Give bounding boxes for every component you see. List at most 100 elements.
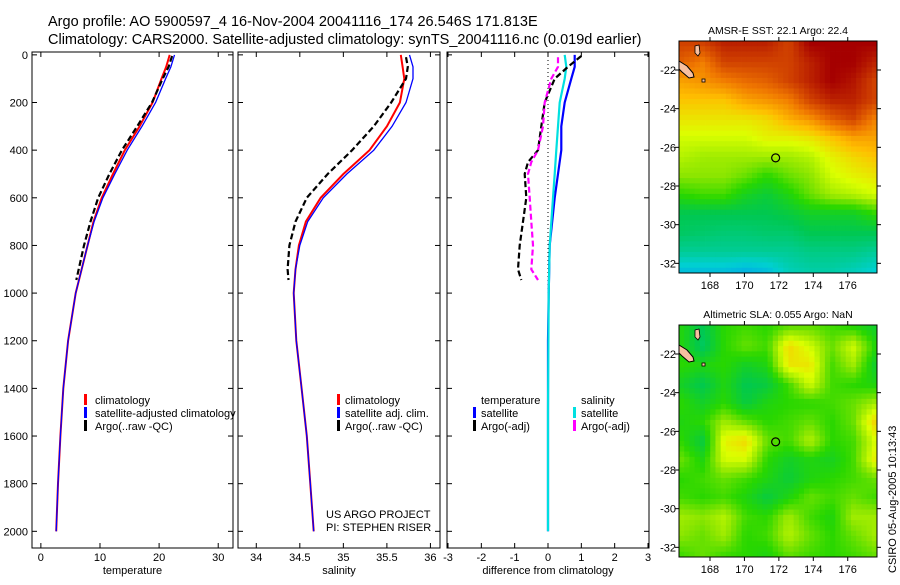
map-cell: [746, 398, 753, 405]
map-cell: [679, 509, 685, 516]
map-cell: [809, 372, 815, 379]
map-cell: [746, 99, 753, 105]
map-cell: [694, 151, 701, 158]
map-cell: [835, 72, 841, 79]
map-cell: [850, 104, 857, 110]
map-cell: [689, 246, 696, 253]
map-cell: [798, 504, 805, 510]
map-cell: [830, 199, 836, 205]
map-cell: [871, 230, 878, 237]
map-cell: [684, 193, 690, 200]
map-cell: [731, 488, 737, 495]
map-cell: [778, 114, 784, 121]
map-cell: [746, 330, 753, 336]
map-cell: [746, 72, 753, 79]
map-cell: [840, 204, 847, 211]
map-cell: [804, 215, 810, 221]
map-cell: [689, 56, 696, 63]
map-cell: [866, 199, 873, 205]
map-cell: [840, 67, 847, 74]
map-cell: [830, 414, 836, 421]
map-cell: [871, 172, 878, 179]
map-cell: [684, 99, 690, 105]
map-cell: [840, 151, 847, 158]
map-cell: [830, 535, 836, 542]
map-cell: [845, 193, 852, 200]
map-cell: [788, 467, 795, 474]
map-cell: [762, 456, 768, 463]
map-cell: [705, 477, 711, 484]
map-cell: [798, 109, 805, 116]
map-cell: [824, 477, 831, 484]
map-cell: [725, 151, 732, 158]
map-cell: [757, 372, 763, 379]
map-cell: [788, 504, 795, 510]
map-cell: [725, 120, 732, 126]
map-cell: [850, 483, 857, 489]
map-cell: [866, 157, 873, 163]
map-cell: [783, 541, 789, 547]
map-cell: [866, 393, 873, 400]
map-cell: [736, 530, 742, 537]
map-cell: [798, 520, 805, 526]
map-cell: [746, 372, 753, 379]
map-cell: [845, 377, 852, 384]
map-cell: [689, 46, 696, 52]
map-cell: [788, 435, 795, 442]
map-cell: [840, 199, 847, 205]
map-cell: [866, 215, 873, 221]
map-cell: [778, 104, 784, 110]
map-cell: [814, 361, 821, 368]
map-cell: [804, 83, 810, 89]
map-cell: [793, 367, 800, 373]
map-cell: [783, 340, 789, 347]
map-cell: [866, 104, 873, 110]
map-cell: [684, 188, 690, 195]
map-cell: [835, 435, 841, 442]
y-tick-label: 200: [10, 98, 28, 110]
map-cell: [684, 157, 690, 163]
map-cell: [850, 472, 857, 479]
map-cell: [824, 346, 831, 352]
map-cell: [830, 483, 836, 489]
map-cell: [809, 404, 815, 410]
map-cell: [850, 146, 857, 153]
map-cell: [731, 551, 737, 558]
map-cell: [850, 351, 857, 358]
map-cell: [757, 414, 763, 421]
map-cell: [840, 541, 847, 547]
map-cell: [830, 146, 836, 153]
map-cell: [783, 530, 789, 537]
map-cell: [699, 325, 706, 331]
map-cell: [705, 125, 711, 132]
map-cell: [788, 525, 795, 532]
map-cell: [689, 546, 696, 553]
map-cell: [762, 167, 768, 174]
map-cell: [757, 46, 763, 52]
map-cell: [772, 183, 779, 190]
map-cell: [778, 51, 784, 58]
map-cell: [778, 236, 784, 242]
map-cell: [720, 157, 727, 163]
map-cell: [871, 335, 878, 342]
map-cell: [840, 130, 847, 137]
map-cell: [715, 325, 722, 331]
map-cell: [783, 451, 789, 458]
map-cell: [772, 483, 779, 489]
map-cell: [710, 488, 716, 495]
map-cell: [715, 441, 722, 447]
map-cell: [788, 398, 795, 405]
map-cell: [856, 393, 862, 400]
map-cell: [736, 483, 742, 489]
map-cell: [684, 514, 690, 521]
map-cell: [866, 246, 873, 253]
map-cell: [809, 488, 815, 495]
map-cell: [767, 251, 774, 258]
map-cell: [819, 120, 826, 126]
map-cell: [788, 425, 795, 431]
lat-tick-label: -22: [660, 65, 676, 77]
map-title: AMSR-E SST: 22.1 Argo: 22.4: [708, 25, 848, 37]
map-cell: [793, 383, 800, 389]
map-cell: [772, 446, 779, 452]
